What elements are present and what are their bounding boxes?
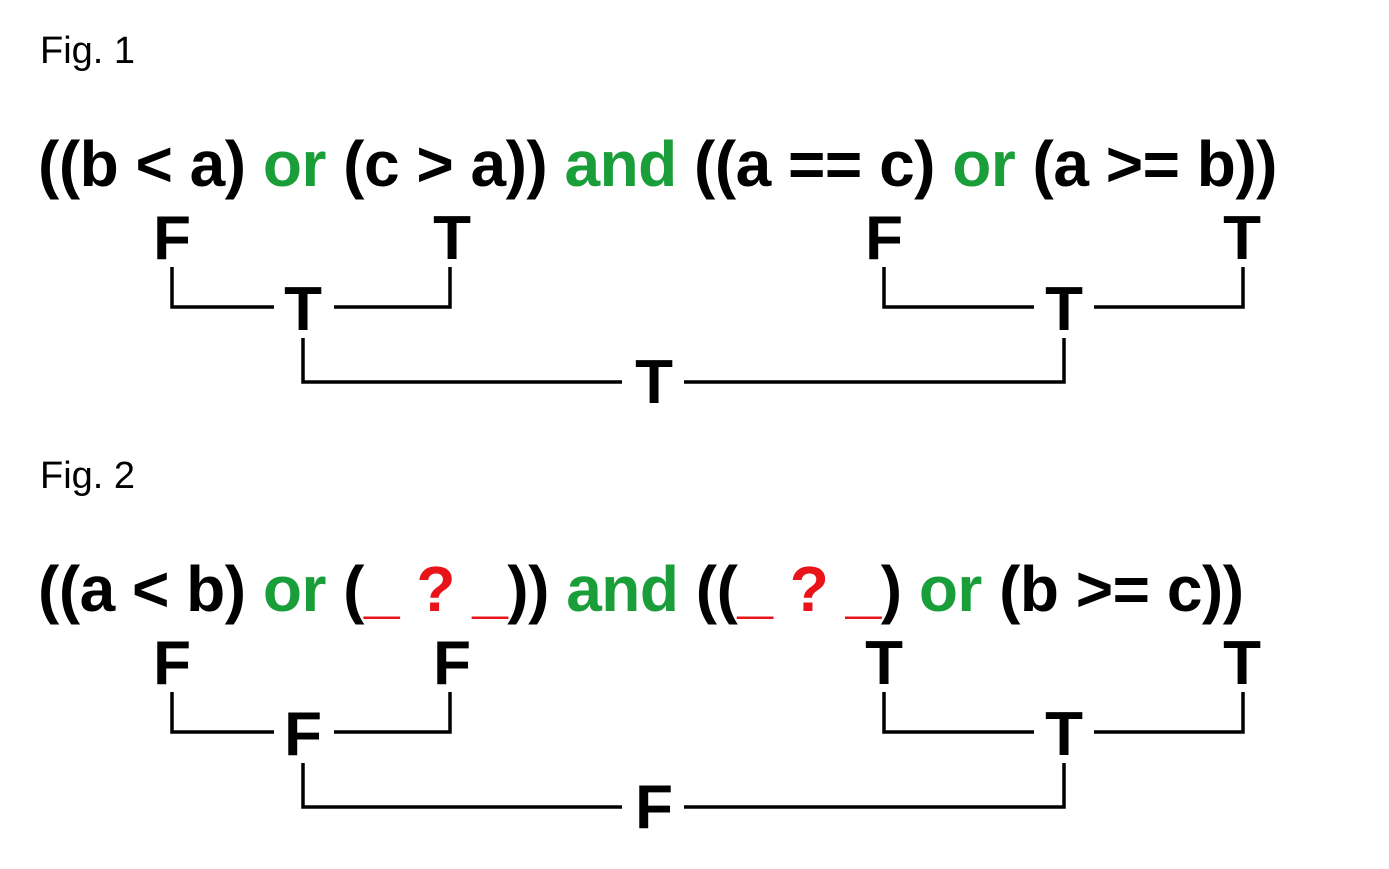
logical-operator: or [262,128,327,200]
leaf-3-value: T [865,629,903,698]
expression-segment: (a >= b)) [1015,128,1278,200]
connector-left-pair-right [334,692,452,734]
leaf-4-value: T [1223,629,1261,698]
leaf-1-value: F [153,629,191,698]
expression-segment: )) [507,553,567,625]
figure-2-label: Fig. 2 [40,455,136,497]
connector-right-pair-right [1094,267,1245,309]
connector-left-pair [170,267,274,309]
right-or-result: T [1045,700,1083,769]
connector-left-pair [170,692,274,734]
right-or-result: T [1045,275,1083,344]
expression-segment: (b >= c)) [981,553,1244,625]
left-or-result: T [284,275,322,344]
expression-segment: ) [880,553,919,625]
connector-right-pair-right [1094,692,1245,734]
and-result: F [635,773,673,840]
leaf-2-value: T [433,204,471,273]
missing-comparison-blank: _ ? _ [737,553,881,625]
connector-left-pair-right [334,267,452,309]
connector-root-left [301,338,622,384]
figure-1-evaluation-tree: F T F T T T T [153,204,1261,415]
leaf-3-value: F [865,204,903,273]
logical-operator: and [566,553,679,625]
connector-right-pair [882,267,1034,309]
figure-1-label: Fig. 1 [40,30,136,72]
logical-operator: or [952,128,1016,200]
connector-root-right [684,763,1066,809]
missing-comparison-blank: _ ? _ [363,553,508,625]
expression-segment: (c > a)) [325,128,565,200]
expression-segment: (( [678,553,738,625]
connector-right-pair [882,692,1034,734]
connector-root-left [301,763,622,809]
connector-root-right [684,338,1066,384]
logical-operator: and [564,128,677,200]
expression-segment: ((a == c) [676,128,953,200]
logical-operator: or [918,553,983,625]
leaf-2-value: F [433,629,471,698]
leaf-4-value: T [1223,204,1261,273]
leaf-1-value: F [153,204,191,273]
and-result: T [635,348,673,415]
left-or-result: F [284,700,322,769]
figure-2-expression: ((a < b) or (_ ? _)) and ((_ ? _) or (b … [38,557,1244,621]
expression-segment: ((b < a) [38,128,263,200]
figure-2-evaluation-tree: F F T T F T F [153,629,1261,840]
expression-segment: ((a < b) [38,553,263,625]
logical-operator: or [262,553,327,625]
expression-segment: ( [325,553,364,625]
figure-1-expression: ((b < a) or (c > a)) and ((a == c) or (a… [38,132,1277,196]
